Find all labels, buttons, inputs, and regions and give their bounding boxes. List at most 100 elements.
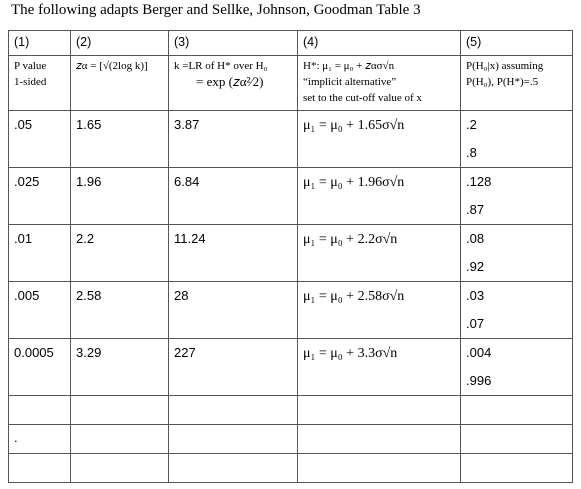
column-header: H*: μ₁ = μ₀ + 𝑧ασ√n “implicit alternative…: [297, 55, 461, 111]
blank-row: [8, 453, 573, 483]
column-header: 𝑧α = [√(2log k)]: [70, 55, 169, 111]
blank-cell: [70, 453, 169, 483]
blank-cell: [460, 424, 573, 454]
posterior-value: .2: [466, 117, 477, 132]
data-cell: .2 .8: [460, 110, 573, 168]
cell-text: 227: [174, 345, 196, 360]
header-line: k =LR of H* over H₀: [174, 60, 268, 72]
header-row: P value 1-sided 𝑧α = [√(2log k)] k =LR of H…: [8, 55, 573, 111]
blank-cell: [297, 395, 461, 425]
data-cell: 6.84: [168, 167, 298, 225]
data-cell: 1.65: [70, 110, 169, 168]
header-line: = exp (𝑧α²⁄2): [196, 74, 264, 89]
data-cell: μ₁ = μ₀ + 1.65σ√n: [297, 110, 461, 168]
header-line: set to the cut-off value of x: [303, 92, 422, 104]
cell-text: 0.0005: [14, 345, 54, 360]
column-number: (4): [297, 30, 461, 56]
posterior-value: .87: [466, 202, 485, 217]
cell-text: .01: [14, 231, 33, 246]
data-row: .005 2.58 28 μ₁ = μ₀ + 2.58σ√n .03 .07: [8, 281, 573, 339]
cell-text: 1.96: [76, 174, 102, 189]
cell-text: 28: [174, 288, 189, 303]
title: The following adapts Berger and Sellke, …: [11, 2, 421, 18]
data-cell: 11.24: [168, 224, 298, 282]
blank-cell: [460, 453, 573, 483]
header-line: 𝑧α = [√(2log k)]: [76, 60, 148, 72]
data-cell: 28: [168, 281, 298, 339]
header-line: P(H₀), P(H*)=.5: [466, 76, 539, 88]
cell-text: μ₁ = μ₀ + 2.58σ√n: [303, 289, 405, 304]
column-number: (1): [8, 30, 71, 56]
data-cell: μ₁ = μ₀ + 2.58σ√n: [297, 281, 461, 339]
data-cell: 0.0005: [8, 338, 71, 396]
header-line: 1-sided: [14, 76, 47, 88]
blank-cell: [70, 395, 169, 425]
column-number-text: (4): [303, 35, 319, 49]
posterior-value: .07: [466, 316, 485, 331]
cell-text: μ₁ = μ₀ + 1.65σ√n: [303, 118, 405, 133]
number-row: (1) (2) (3) (4) (5): [8, 30, 573, 56]
blank-cell: [297, 453, 461, 483]
column-header: k =LR of H* over H₀ = exp (𝑧α²⁄2): [168, 55, 298, 111]
column-number: (2): [70, 30, 169, 56]
stray-mark: .: [14, 430, 18, 445]
blank-cell: [460, 395, 573, 425]
posterior-value: .92: [466, 259, 485, 274]
data-row: .05 1.65 3.87 μ₁ = μ₀ + 1.65σ√n .2 .8: [8, 110, 573, 168]
blank-cell: [168, 453, 298, 483]
blank-row: [8, 395, 573, 425]
blank-row: .: [8, 424, 573, 454]
cell-text: 3.29: [76, 345, 102, 360]
posterior-value: .128: [466, 174, 492, 189]
data-row: 0.0005 3.29 227 μ₁ = μ₀ + 3.3σ√n .004 .996: [8, 338, 573, 396]
cell-text: 1.65: [76, 117, 102, 132]
data-cell: .004 .996: [460, 338, 573, 396]
data-cell: .128 .87: [460, 167, 573, 225]
column-number: (5): [460, 30, 573, 56]
column-number: (3): [168, 30, 298, 56]
blank-cell: [297, 424, 461, 454]
data-cell: 227: [168, 338, 298, 396]
cell-text: 2.58: [76, 288, 102, 303]
cell-text: 6.84: [174, 174, 200, 189]
cell-text: 2.2: [76, 231, 95, 246]
header-line: P(H₀|x) assuming: [466, 60, 544, 72]
column-number-text: (2): [76, 35, 92, 49]
header-line: P value: [14, 60, 47, 72]
table-body: (1) (2) (3) (4) (5) P value 1-sided 𝑧α = [√(2lo…: [8, 30, 573, 483]
data-cell: .005: [8, 281, 71, 339]
blank-cell: [8, 453, 71, 483]
column-number-text: (1): [14, 35, 30, 49]
posterior-value: .03: [466, 288, 485, 303]
column-header: P value 1-sided: [8, 55, 71, 111]
table: (1) (2) (3) (4) (5) P value 1-sided 𝑧α = [√(2lo…: [8, 30, 573, 483]
data-cell: .03 .07: [460, 281, 573, 339]
blank-cell: .: [8, 424, 71, 454]
column-number-text: (5): [466, 35, 482, 49]
cell-text: μ₁ = μ₀ + 2.2σ√n: [303, 232, 398, 247]
posterior-value: .08: [466, 231, 485, 246]
blank-cell: [8, 395, 71, 425]
cell-text: μ₁ = μ₀ + 1.96σ√n: [303, 175, 405, 190]
cell-text: 11.24: [174, 231, 206, 246]
blank-cell: [168, 395, 298, 425]
data-cell: μ₁ = μ₀ + 1.96σ√n: [297, 167, 461, 225]
blank-cell: [70, 424, 169, 454]
posterior-value: .8: [466, 145, 477, 160]
data-cell: 2.2: [70, 224, 169, 282]
data-cell: 3.87: [168, 110, 298, 168]
data-cell: .05: [8, 110, 71, 168]
data-row: .01 2.2 11.24 μ₁ = μ₀ + 2.2σ√n .08 .92: [8, 224, 573, 282]
cell-text: .025: [14, 174, 40, 189]
posterior-value: .004: [466, 345, 492, 360]
data-cell: μ₁ = μ₀ + 3.3σ√n: [297, 338, 461, 396]
data-cell: μ₁ = μ₀ + 2.2σ√n: [297, 224, 461, 282]
blank-cell: [168, 424, 298, 454]
data-cell: .01: [8, 224, 71, 282]
cell-text: .05: [14, 117, 33, 132]
header-line: “implicit alternative”: [303, 76, 397, 88]
data-row: .025 1.96 6.84 μ₁ = μ₀ + 1.96σ√n .128 .87: [8, 167, 573, 225]
posterior-value: .996: [466, 373, 492, 388]
data-cell: 3.29: [70, 338, 169, 396]
